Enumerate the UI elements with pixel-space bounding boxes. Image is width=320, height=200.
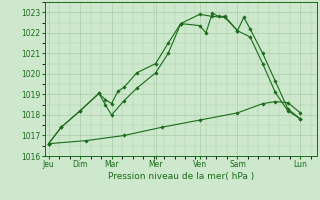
X-axis label: Pression niveau de la mer( hPa ): Pression niveau de la mer( hPa ) [108,172,254,181]
